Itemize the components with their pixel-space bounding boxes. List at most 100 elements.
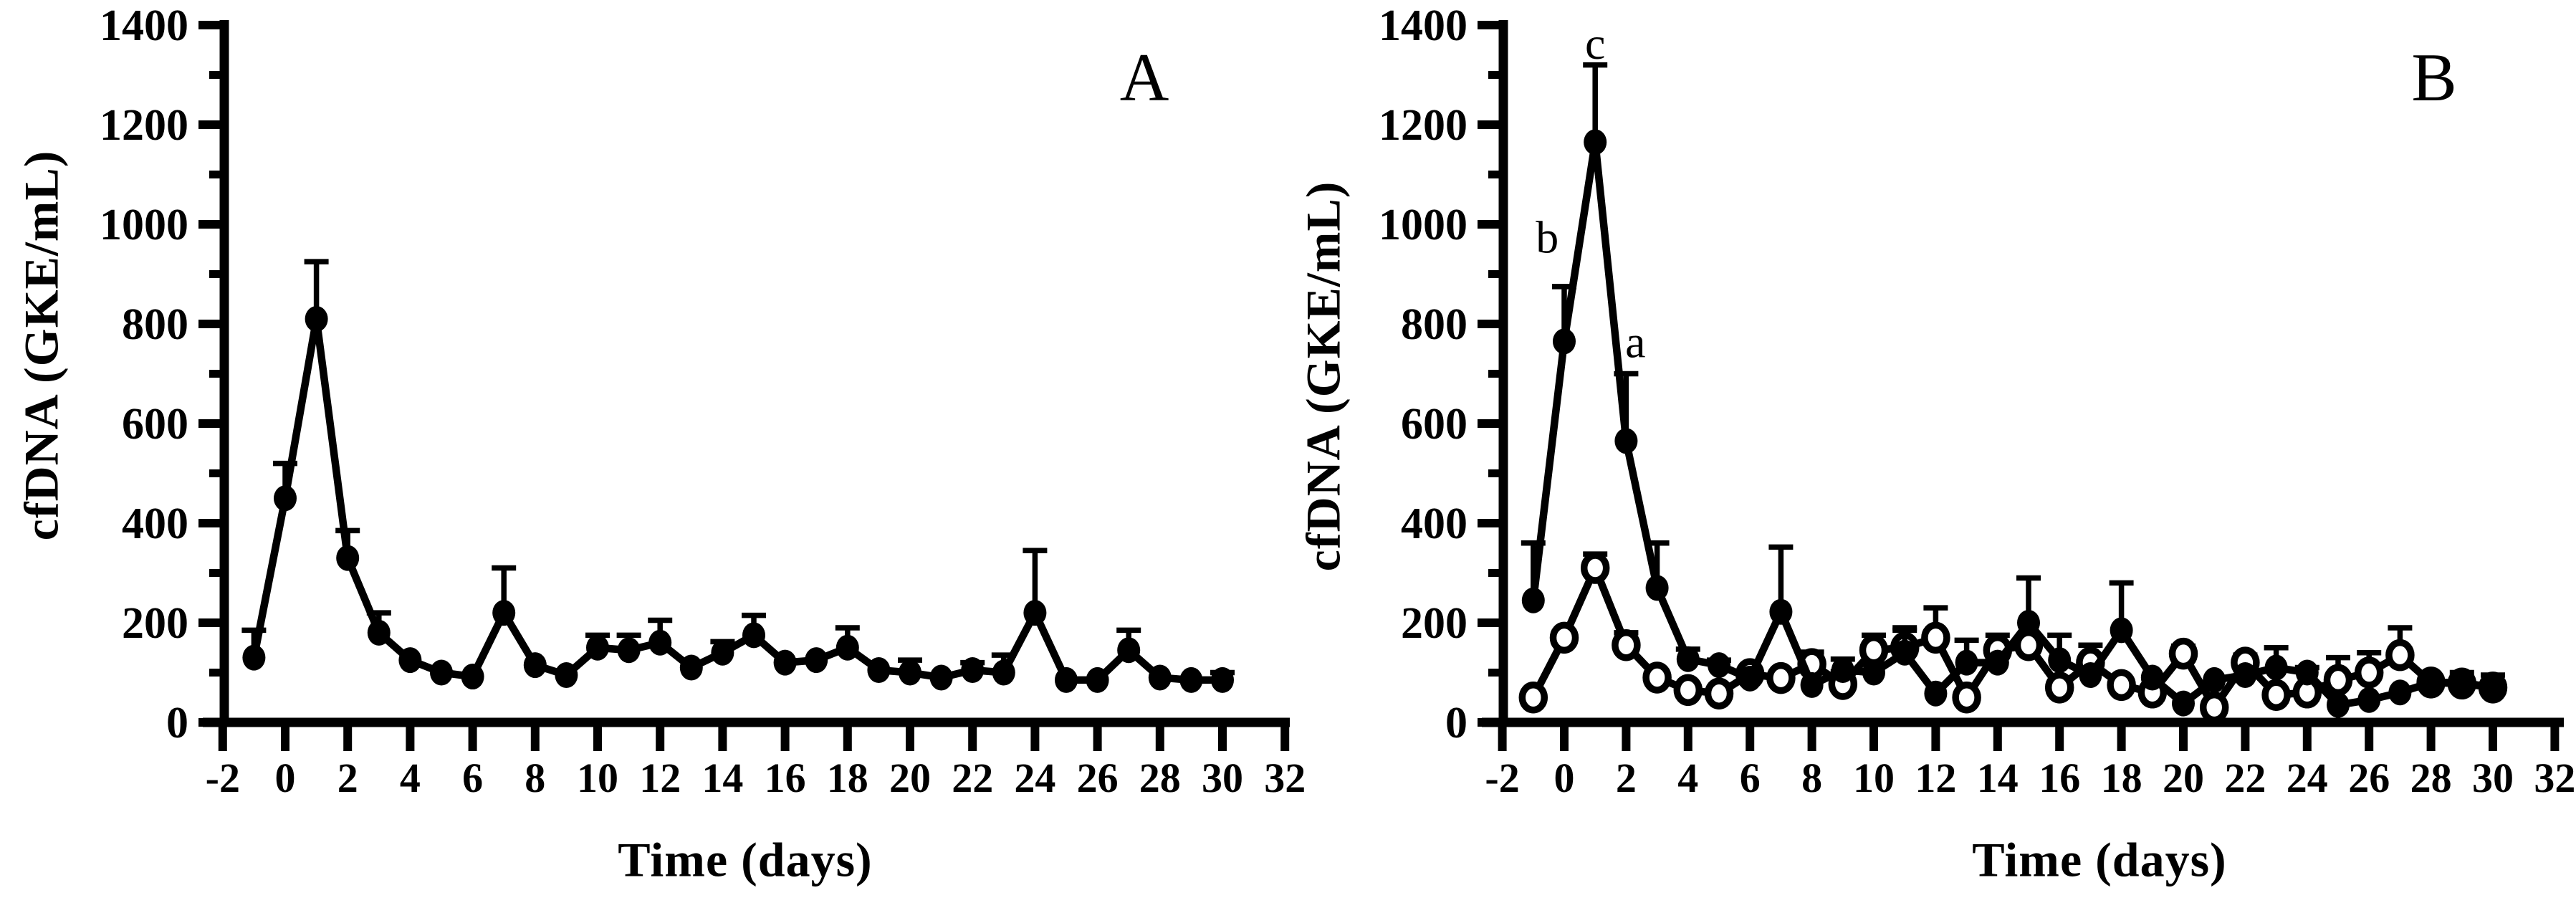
y-tick-label: 600 [1401, 400, 1467, 449]
x-tick-label: 8 [525, 755, 545, 801]
y-tick-label: 800 [122, 300, 188, 349]
data-point-filled-circle [1211, 666, 1234, 693]
significance-letter-b: b [1536, 211, 1558, 262]
data-point-filled-circle [367, 619, 391, 646]
y-tick-label: 1200 [100, 101, 188, 150]
data-point-open-circle [1766, 661, 1796, 694]
x-tick-label: 14 [702, 755, 743, 801]
y-tick-label: 1400 [100, 1, 188, 50]
series-filled-circle [1521, 62, 2505, 718]
data-point-open-circle [2354, 656, 2384, 689]
data-point-filled-circle [2048, 647, 2072, 674]
y-tick-label: 800 [1401, 300, 1467, 349]
panel-b-y-axis-title: cfDNA (GKE/mL) [1296, 181, 1351, 572]
data-point-filled-circle [2140, 664, 2164, 691]
data-point-filled-circle [2357, 687, 2381, 713]
x-tick-label: 30 [2472, 755, 2514, 801]
data-point-filled-circle [805, 647, 828, 674]
x-tick-label: 22 [952, 755, 993, 801]
x-tick-label: 4 [1677, 755, 1698, 801]
x-tick-label: 8 [1801, 755, 1822, 801]
x-tick-label: 22 [2224, 755, 2266, 801]
x-tick-label: 28 [1139, 755, 1181, 801]
y-tick-label: 400 [122, 500, 188, 548]
data-point-filled-circle [2481, 674, 2504, 701]
data-point-filled-circle [1117, 637, 1141, 664]
data-point-filled-circle [992, 659, 1015, 686]
y-tick-label: 1000 [1379, 201, 1467, 249]
data-point-filled-circle [1955, 649, 1978, 676]
data-point-filled-circle [1584, 129, 1607, 156]
x-tick-label: 30 [1202, 755, 1243, 801]
x-tick-label: 26 [2348, 755, 2390, 801]
data-point-filled-circle [2419, 669, 2443, 696]
x-tick-label: 2 [337, 755, 358, 801]
data-point-filled-circle [1708, 652, 1730, 679]
data-point-open-circle [1612, 629, 1641, 661]
x-tick-label: 2 [1616, 755, 1637, 801]
data-point-open-circle [1704, 677, 1734, 709]
y-tick-label: 600 [122, 400, 188, 449]
y-tick-label: 200 [1401, 599, 1467, 648]
data-point-filled-circle [523, 652, 547, 679]
data-point-filled-circle [1645, 575, 1669, 601]
data-point-open-circle [1642, 661, 1672, 694]
data-point-filled-circle [617, 637, 641, 664]
panel-a-letter: A [1119, 39, 1169, 115]
data-point-filled-circle [1893, 639, 1917, 666]
data-point-filled-circle [1986, 649, 2009, 676]
data-point-filled-circle [555, 661, 578, 688]
data-point-filled-circle [305, 306, 328, 333]
x-tick-label: 0 [275, 755, 296, 801]
x-tick-label: 14 [1977, 755, 2019, 801]
data-point-filled-circle [2017, 610, 2040, 636]
data-point-filled-circle [929, 664, 953, 691]
data-point-open-circle [2107, 669, 2136, 702]
data-point-open-circle [2168, 637, 2198, 670]
x-tick-label: 28 [2410, 755, 2452, 801]
data-point-filled-circle [711, 639, 734, 666]
data-point-filled-circle [461, 664, 484, 690]
data-point-filled-circle [430, 659, 453, 686]
data-point-filled-circle [398, 647, 422, 674]
y-tick-label: 1000 [100, 201, 188, 249]
panel-a-y-axis-title: cfDNA (GKE/mL) [14, 150, 69, 541]
data-point-filled-circle [1831, 657, 1854, 684]
data-point-filled-circle [867, 657, 891, 684]
x-tick-label: -2 [206, 755, 240, 801]
data-point-filled-circle [274, 485, 297, 512]
x-tick-label: 16 [2039, 755, 2080, 801]
data-point-open-circle [1952, 682, 1981, 714]
data-point-filled-circle [773, 649, 797, 676]
significance-letter-c: c [1585, 18, 1605, 69]
x-tick-label: 12 [1915, 755, 1956, 801]
data-point-filled-circle [2203, 666, 2226, 693]
data-point-filled-circle [2172, 690, 2195, 717]
data-point-open-circle [2199, 691, 2229, 724]
data-point-filled-circle [835, 634, 859, 661]
x-tick-label: 12 [639, 755, 681, 801]
data-point-filled-circle [2450, 669, 2474, 696]
data-point-filled-circle [648, 629, 672, 656]
data-point-filled-circle [2110, 617, 2133, 644]
x-tick-label: 26 [1077, 755, 1119, 801]
y-tick-label: 1400 [1379, 1, 1467, 50]
data-point-open-circle [2261, 679, 2291, 712]
data-point-filled-circle [2388, 679, 2412, 706]
data-point-filled-circle [2264, 654, 2288, 681]
data-point-filled-circle [1769, 598, 1793, 625]
data-point-open-circle [2323, 664, 2353, 697]
data-point-filled-circle [242, 644, 266, 671]
data-point-open-circle [1580, 552, 1610, 584]
x-tick-label: 32 [1264, 755, 1306, 801]
y-tick-label: 200 [122, 599, 188, 648]
data-point-open-circle [2385, 639, 2415, 672]
data-point-filled-circle [1148, 664, 1172, 691]
data-point-filled-circle [1924, 680, 1948, 707]
series-line [1529, 138, 2494, 709]
data-point-open-circle [1518, 682, 1548, 714]
x-tick-label: 18 [827, 755, 868, 801]
